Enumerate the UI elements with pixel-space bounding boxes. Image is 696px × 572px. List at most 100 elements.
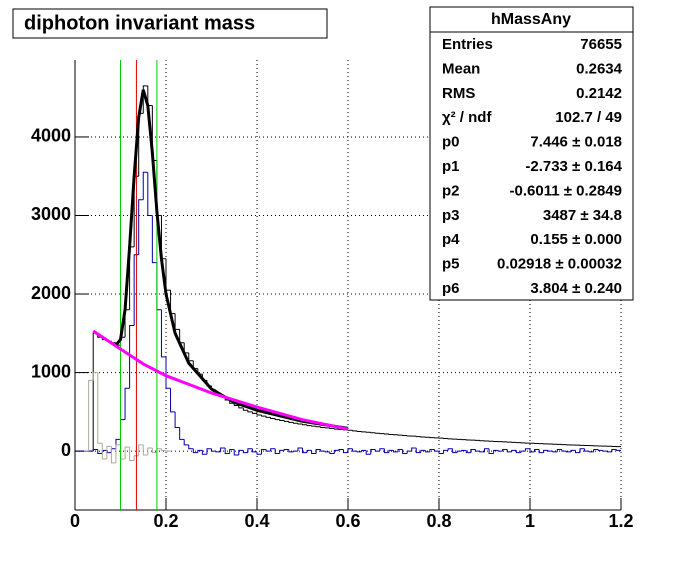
histogram-bin — [283, 420, 289, 422]
histogram-bin — [356, 451, 362, 453]
histogram-bin — [579, 448, 585, 453]
y-tick-label: 0 — [61, 440, 71, 460]
histogram-bin — [261, 449, 267, 455]
histogram-bin — [365, 450, 371, 455]
stats-label: RMS — [442, 85, 475, 102]
histogram-bin — [352, 448, 358, 452]
histogram-bin — [306, 449, 312, 453]
histogram-bin — [342, 449, 348, 454]
stats-value: 3487 ± 34.8 — [543, 207, 622, 224]
histogram-bin — [160, 448, 166, 451]
histogram-bin — [529, 448, 535, 453]
stats-label: p0 — [442, 134, 460, 151]
histogram-bin — [265, 416, 271, 418]
histogram-bin — [292, 450, 298, 452]
histogram-bin — [142, 444, 148, 456]
histogram-bin — [352, 430, 358, 432]
histogram-bin — [283, 449, 289, 451]
histogram-bin — [429, 449, 435, 452]
histogram-bin — [443, 449, 449, 454]
histogram-bin — [465, 450, 471, 454]
histogram-bin — [311, 450, 317, 454]
histogram-bin — [170, 388, 176, 413]
x-tick-label: 0 — [70, 511, 80, 531]
stats-value: 0.155 ± 0.000 — [530, 231, 622, 248]
stats-label: p5 — [442, 256, 460, 273]
stats-value: 102.7 / 49 — [555, 109, 622, 126]
histogram-bin — [211, 448, 217, 452]
histogram-bin — [215, 451, 221, 453]
histogram-bin — [320, 426, 326, 429]
histogram-bin — [142, 85, 148, 114]
x-tick-label: 0.6 — [335, 511, 360, 531]
histogram-bin — [397, 449, 403, 452]
histogram-bin — [106, 445, 112, 459]
histogram-bin — [534, 449, 540, 452]
stats-value: 0.2142 — [576, 85, 622, 102]
histogram-bin — [524, 448, 530, 452]
histogram-bin — [133, 455, 139, 461]
histogram-bin — [370, 432, 376, 434]
histogram-bin — [224, 447, 230, 454]
histogram-bin — [556, 449, 562, 452]
histogram-bin — [288, 449, 294, 453]
stats-frame — [429, 6, 634, 301]
histogram-bin — [151, 215, 157, 264]
stats-value: 0.2634 — [576, 60, 623, 77]
histogram-bin — [338, 449, 344, 451]
histogram-bin — [424, 450, 430, 453]
histogram-bin — [270, 417, 276, 420]
histogram-bin — [575, 450, 581, 454]
histogram-bin — [479, 451, 485, 453]
histogram-bin — [160, 309, 166, 358]
histogram-bin — [288, 421, 294, 423]
histogram-bin — [452, 448, 458, 454]
x-tick-label: 0.8 — [426, 511, 451, 531]
y-tick-label: 4000 — [31, 126, 71, 146]
histogram-bin — [88, 379, 94, 452]
histogram-bin — [297, 423, 303, 425]
histogram-bin — [333, 449, 339, 454]
histogram-bin — [324, 451, 330, 453]
stats-label: χ² / ndf — [442, 109, 492, 126]
y-tick-label: 2000 — [31, 283, 71, 303]
histogram-bin — [484, 448, 490, 452]
histogram-bin — [547, 450, 553, 452]
histogram-bin — [238, 449, 244, 456]
histogram-bin — [206, 448, 212, 455]
histogram-bin — [192, 448, 198, 454]
stats-value: 76655 — [580, 36, 622, 53]
stats-value: 3.804 ± 0.240 — [530, 280, 622, 297]
histogram-bin — [383, 448, 389, 454]
histogram-bin — [151, 447, 157, 454]
histogram-bin — [265, 449, 271, 452]
histogram-bin — [247, 448, 253, 453]
histogram-bin — [511, 449, 517, 452]
x-tick-label: 1 — [525, 511, 535, 531]
histogram-bin — [242, 407, 248, 411]
x-tick-label: 1.2 — [608, 511, 633, 531]
histogram-bin — [133, 254, 139, 326]
histogram-bin — [447, 448, 453, 451]
stats-label: p4 — [442, 231, 460, 248]
histogram-bin — [138, 444, 144, 456]
histogram-bin — [124, 446, 130, 459]
histogram-bin — [274, 448, 280, 454]
histogram-bin — [302, 447, 308, 454]
histogram-bin — [593, 449, 599, 452]
x-tick-label: 0.2 — [153, 511, 178, 531]
histogram-bin — [538, 449, 544, 454]
histogram-bin — [274, 418, 280, 421]
y-tick-label: 1000 — [31, 361, 71, 381]
histogram-bin — [502, 449, 508, 452]
histogram-bin — [552, 451, 558, 453]
stats-label: p1 — [442, 158, 460, 175]
histogram-bin — [406, 450, 412, 454]
histogram-bin — [92, 372, 98, 381]
histogram-bin — [174, 411, 180, 429]
histogram-bin — [520, 450, 526, 453]
histogram-bin — [201, 450, 207, 455]
histogram-bin — [302, 424, 308, 426]
stats-label: Entries — [442, 36, 493, 53]
